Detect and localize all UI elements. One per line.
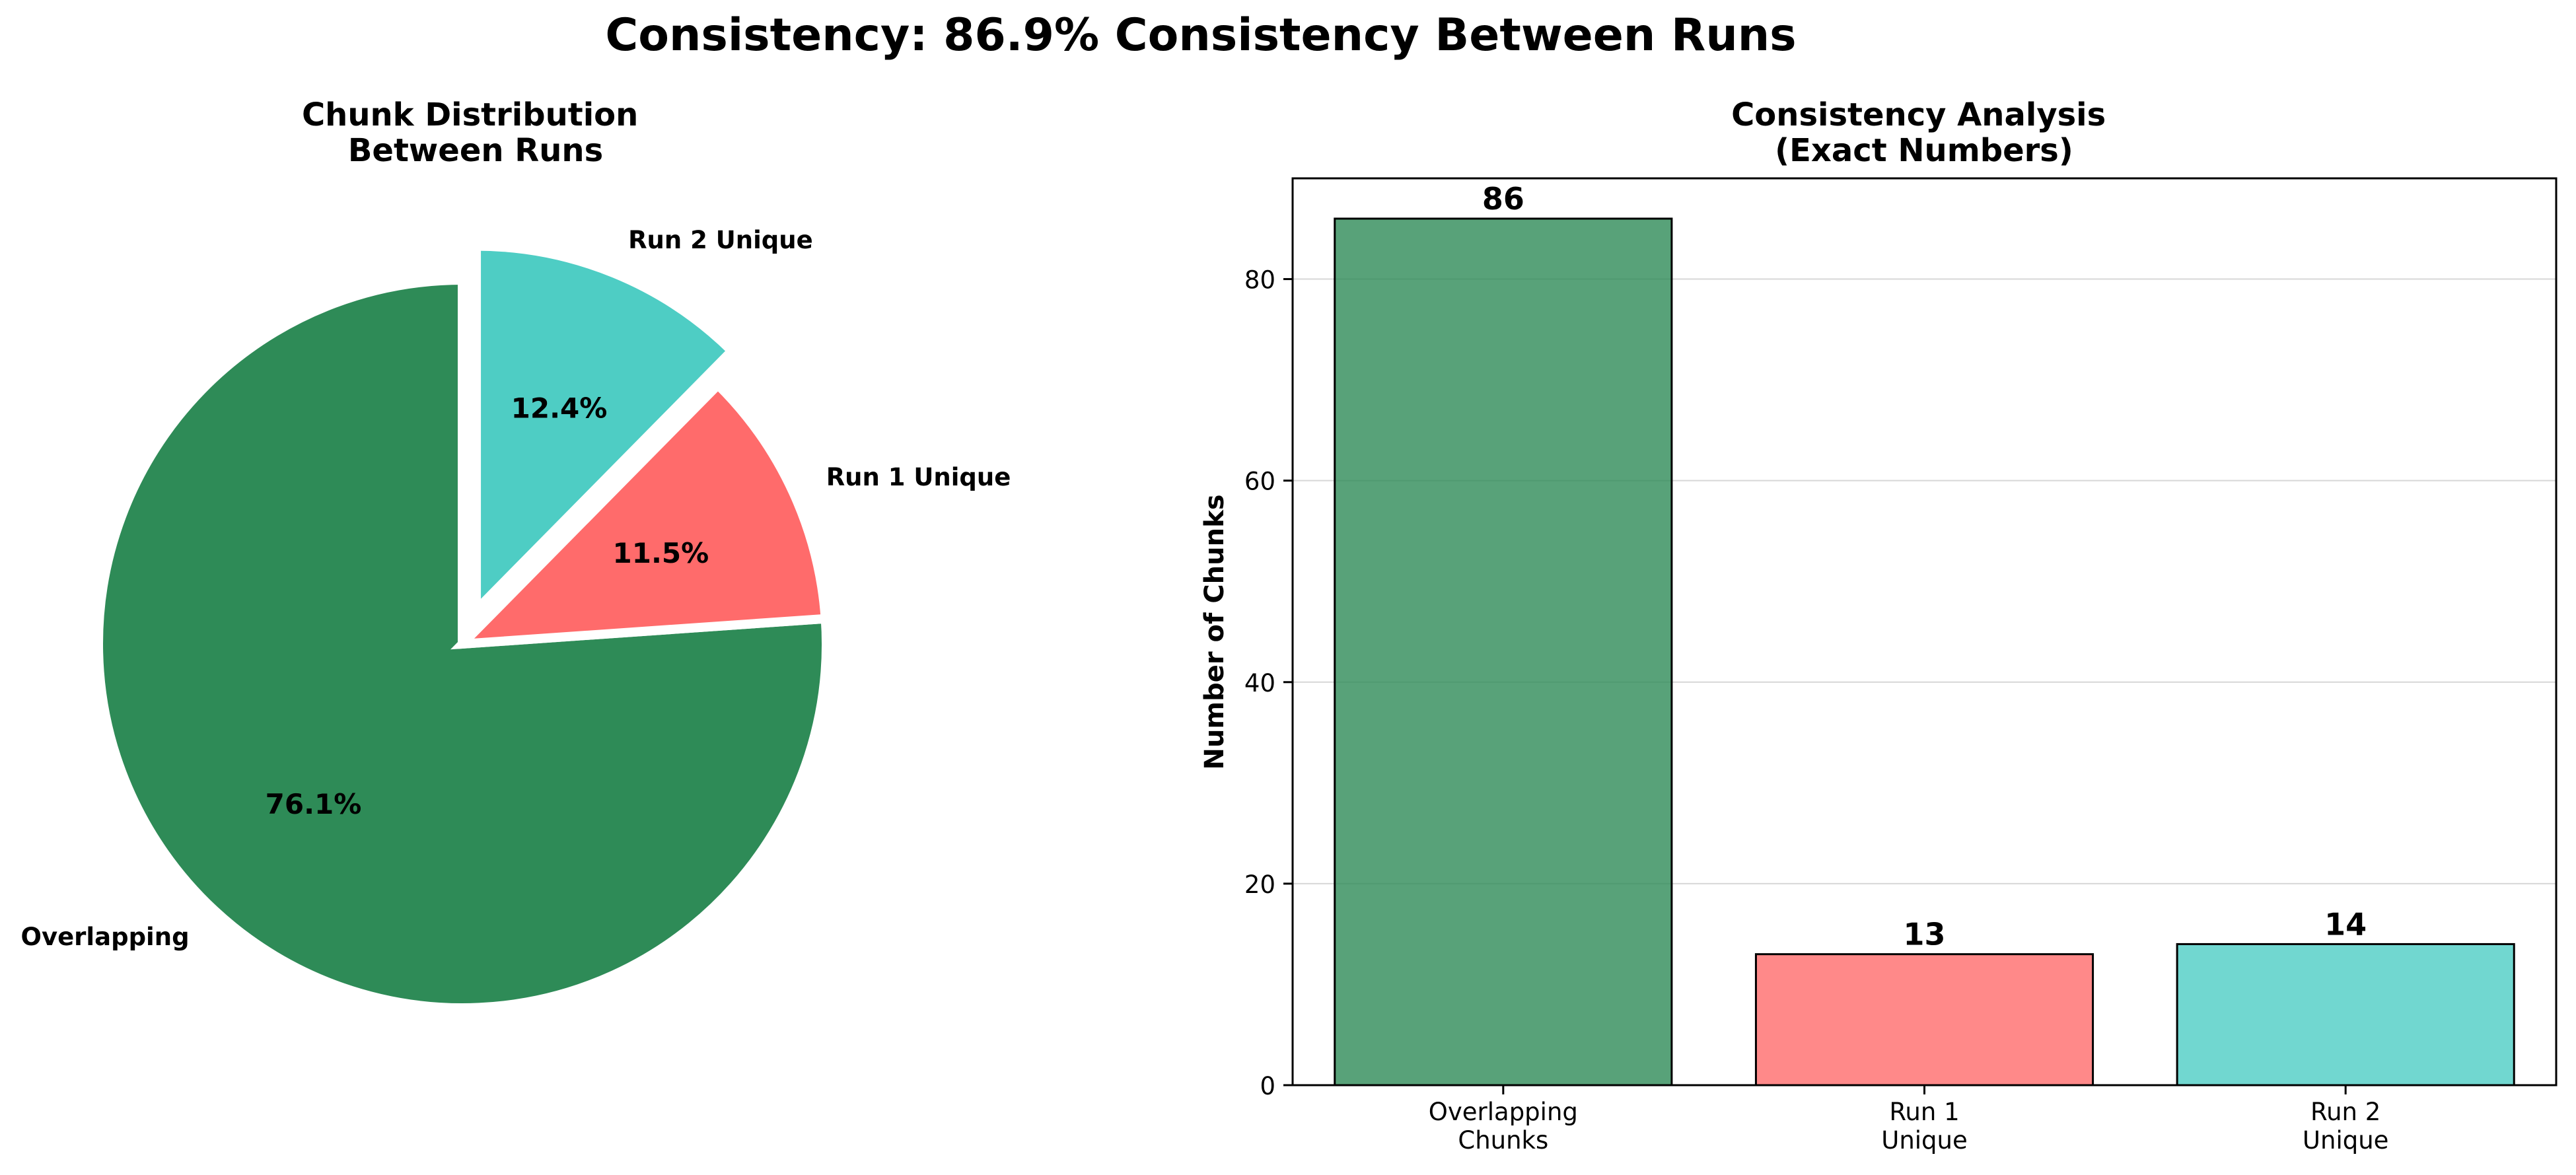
pie-label-overlapping: Overlapping: [21, 923, 190, 951]
pie-labels: 76.1% Overlapping 11.5% Run 1 Unique 12.4% Ru…: [21, 226, 1011, 951]
y-tick-label: 40: [1244, 669, 1275, 697]
pie-title-line-2: Between Runs: [348, 132, 603, 169]
x-axis: Overlapping Chunks Run 1 Unique Run 2 Unique: [1429, 1085, 2389, 1155]
y-tick-label: 0: [1260, 1072, 1275, 1100]
pie-slice-run-2-unique: [472, 241, 738, 622]
x-tick-label: Run 1 Unique: [1881, 1098, 1968, 1155]
pie-label-run-2-unique: Run 2 Unique: [628, 226, 813, 254]
pie-pct-run-2-unique: 12.4%: [511, 392, 608, 425]
main-title: Consistency: 86.9% Consistency Between R…: [605, 9, 1796, 61]
pie-title-line-1: Chunk Distribution: [302, 96, 638, 133]
bar-marks: 86 13 14: [1334, 181, 2515, 1086]
bar-value-label: 86: [1482, 181, 1524, 217]
bar-overlapping-chunks: [1334, 217, 1673, 1086]
y-tick-label: 60: [1244, 468, 1275, 496]
y-tick-label: 80: [1244, 266, 1275, 295]
y-tick-label: 20: [1244, 871, 1275, 899]
y-axis: 0 20 40 60 80: [1244, 266, 1293, 1100]
bar-run-1-unique: [1754, 953, 2094, 1086]
pie-pct-run-1-unique: 11.5%: [613, 537, 709, 569]
bar-title: Consistency Analysis (Exact Numbers): [1731, 96, 2117, 169]
pie-chart: Chunk Distribution Between Runs 76.1% Ove…: [21, 96, 1011, 1013]
bar-title-line-1: Consistency Analysis: [1731, 96, 2106, 133]
pie-label-run-1-unique: Run 1 Unique: [826, 463, 1011, 491]
bar-title-line-2: (Exact Numbers): [1775, 132, 2073, 169]
pie-slice-run-1-unique: [450, 378, 831, 650]
bar-chart: Consistency Analysis (Exact Numbers) 86 1…: [1199, 96, 2558, 1155]
pie-slices: [94, 241, 831, 1013]
pie-slice-overlapping: [94, 275, 831, 1013]
pie-title: Chunk Distribution Between Runs: [302, 96, 649, 169]
bar-value-label: 13: [1903, 917, 1945, 952]
x-tick-label: Run 2 Unique: [2303, 1098, 2389, 1155]
pie-pct-overlapping: 76.1%: [266, 788, 362, 820]
bar-run-2-unique: [2176, 943, 2515, 1086]
y-axis-label: Number of Chunks: [1199, 494, 1230, 769]
x-tick-label: Overlapping Chunks: [1429, 1098, 1578, 1155]
bar-value-label: 14: [2324, 906, 2367, 942]
